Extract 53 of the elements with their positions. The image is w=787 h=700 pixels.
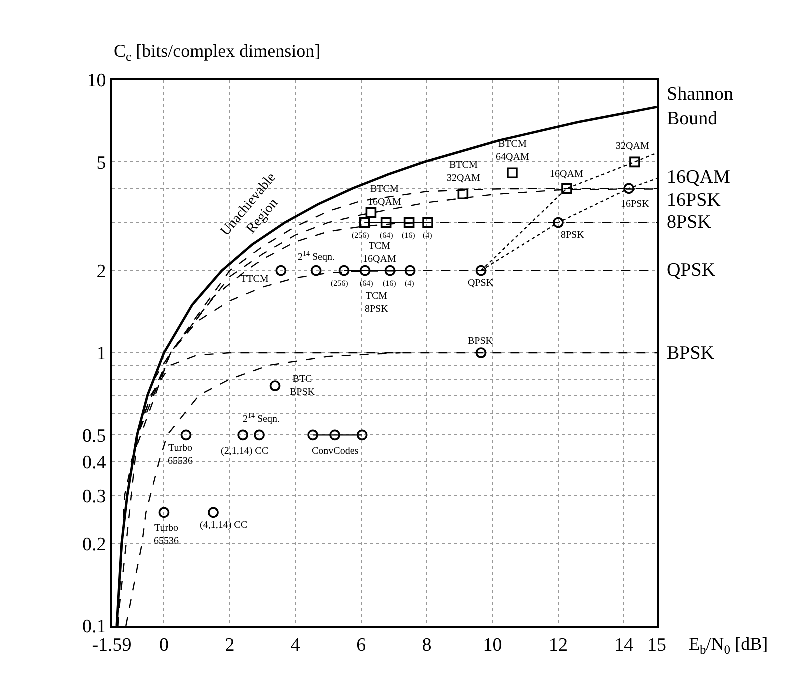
x-tick-label: 2 <box>225 634 235 656</box>
x-tick-label: 10 <box>483 634 502 656</box>
y-tick-label: 0.2 <box>82 534 106 556</box>
x-tick-label: 4 <box>290 634 301 656</box>
x-axis-title: E$_{b}$/N$_{0}$ [dB] <box>689 634 768 657</box>
annotation: BTCM 64QAM <box>496 139 530 163</box>
x-tick-label: 15 <box>648 634 666 656</box>
x-tick-label: 12 <box>548 634 568 656</box>
annotation: BPSK <box>468 336 494 347</box>
annotation: (2,1,14) CC <box>221 446 269 457</box>
annotation: 8PSK <box>561 230 586 241</box>
x-tick-label: 8 <box>422 634 432 656</box>
annotation: (16) <box>383 279 397 288</box>
annotation: Turbo 65536 <box>168 443 193 467</box>
annotation: BTCM 32QAM <box>447 160 480 184</box>
annotation: 2$^{14}$ Seqn. <box>298 250 335 264</box>
annotation: TCM 16QAM <box>363 241 396 265</box>
annotation: 16QAM <box>550 169 584 180</box>
y-tick-label: 2 <box>96 261 106 282</box>
y-tick-label: 0.3 <box>82 486 106 508</box>
y-tick-label: 1 <box>96 344 106 365</box>
annotation: (64) <box>380 231 394 240</box>
annotation: 2$^{14}$ Seqn. <box>243 412 280 426</box>
annotation: TTCM <box>241 274 269 285</box>
annotation: (4) <box>405 279 415 288</box>
x-tick-label: 14 <box>614 634 634 656</box>
annotation: 16PSK <box>621 199 650 210</box>
y-tick-label: 5 <box>96 152 106 174</box>
annotation: (256) <box>352 231 370 240</box>
x-tick-label: 6 <box>356 634 366 656</box>
annotation: (16) <box>402 231 416 240</box>
series-label: BPSK <box>667 343 715 364</box>
y-tick-label: 0.5 <box>82 426 106 447</box>
annotation: 32QAM <box>616 141 650 152</box>
annotation: BTC BPSK <box>290 374 316 398</box>
series-label: 16QAM <box>667 167 730 188</box>
annotation: BTCM 16QAM <box>368 184 402 208</box>
annotation: (256) <box>331 279 349 288</box>
annotation: ConvCodes <box>312 446 359 457</box>
series-label: 16PSK <box>667 190 722 211</box>
series-label: QPSK <box>667 260 716 281</box>
annotation: QPSK <box>468 278 494 289</box>
annotation: (4,1,14) CC <box>200 520 248 531</box>
annotation: (64) <box>360 279 374 288</box>
y-axis-title: C$_{c}$ [bits/complex dimension] <box>114 41 321 64</box>
y-tick-label: 0.4 <box>82 452 107 474</box>
series-label: Shannon Bound <box>667 84 734 130</box>
annotation: Turbo 65536 <box>154 523 179 547</box>
y-tick-label: 10 <box>87 70 106 92</box>
annotation: TCM 8PSK <box>365 291 390 315</box>
series-label: 8PSK <box>667 212 712 233</box>
x-tick-label: 0 <box>159 634 169 656</box>
annotation: (4) <box>423 231 433 240</box>
